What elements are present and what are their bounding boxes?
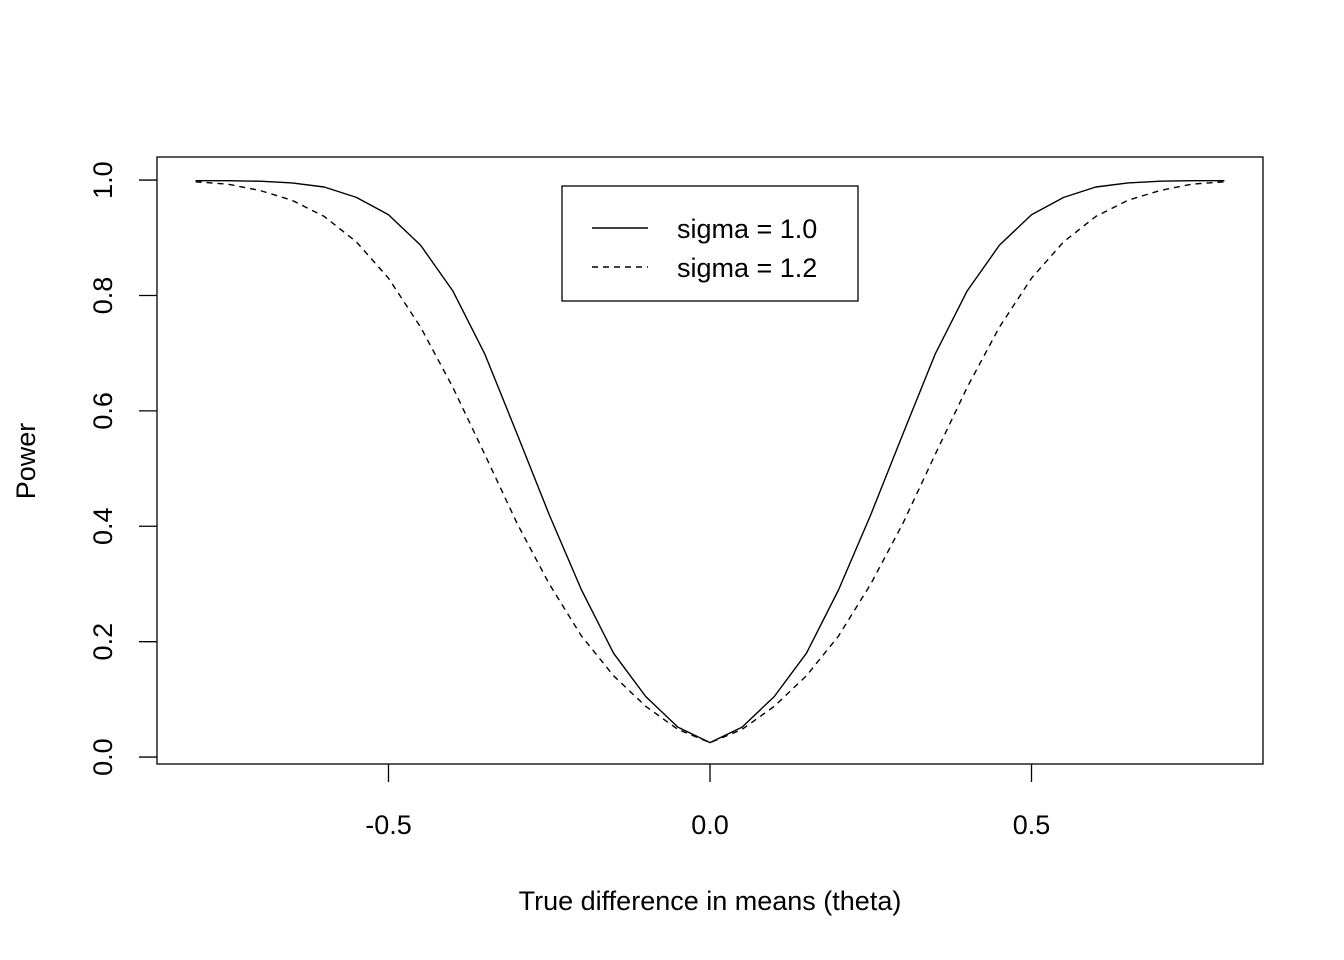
x-axis-label: True difference in means (theta): [519, 886, 902, 916]
series-line-2: [195, 181, 1225, 744]
y-tick-label: 0.4: [88, 508, 118, 546]
legend-box: [561, 185, 859, 302]
plot-layer: [195, 179, 1225, 744]
legend-label-1: sigma = 1.0: [677, 214, 817, 244]
legend-label-2: sigma = 1.2: [677, 253, 817, 283]
x-tick-label: 0.5: [1013, 810, 1051, 840]
series-line-1: [195, 179, 1225, 744]
axis-layer: -0.5 0.0 0.5 0.0 0.2 0.4 0.6 0.8 1.0: [88, 156, 1264, 840]
legend: sigma = 1.0 sigma = 1.2: [561, 185, 859, 302]
y-tick-label: 0.8: [88, 277, 118, 315]
y-axis-label: Power: [11, 423, 41, 500]
y-tick-label: 1.0: [88, 161, 118, 199]
y-tick-label: 0.0: [88, 738, 118, 776]
x-tick-label: 0.0: [691, 810, 729, 840]
y-tick-label: 0.2: [88, 623, 118, 661]
y-tick-label: 0.6: [88, 392, 118, 430]
x-tick-label: -0.5: [365, 810, 412, 840]
